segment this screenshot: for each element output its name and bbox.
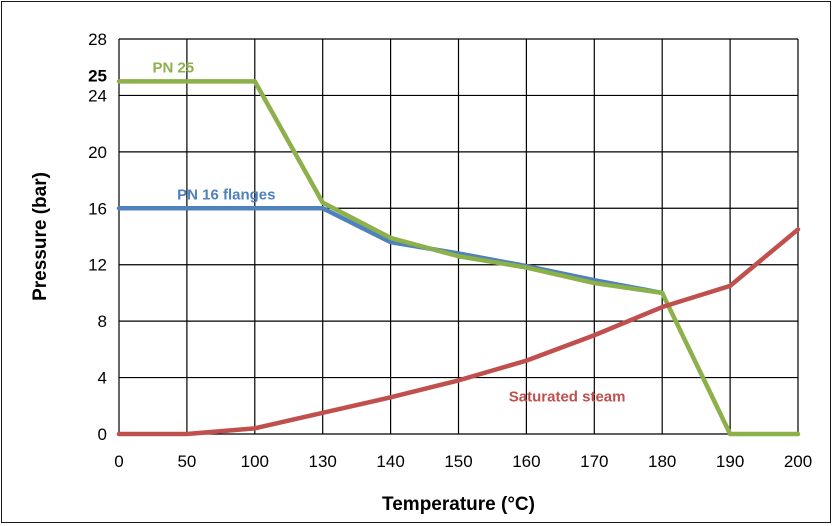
y-tick-label: 16 <box>88 199 107 218</box>
y-tick-label: 20 <box>88 143 107 162</box>
x-tick-label: 200 <box>784 452 812 471</box>
series-line-pn-25 <box>116 79 801 437</box>
x-tick-label: 130 <box>309 452 337 471</box>
x-tick-label: 160 <box>512 452 540 471</box>
series-label-saturated-steam: Saturated steam <box>509 389 626 406</box>
x-tick-label: 150 <box>444 452 472 471</box>
y-tick-label-pn25: 25 <box>88 66 107 85</box>
y-tick-label: 8 <box>98 312 107 331</box>
x-tick-label: 100 <box>241 452 269 471</box>
x-tick-label: 50 <box>177 452 196 471</box>
y-tick-label: 0 <box>98 425 107 444</box>
y-tick-label: 4 <box>98 369 107 388</box>
series-label-pn-25: PN 25 <box>152 59 194 76</box>
x-tick-label: 190 <box>716 452 744 471</box>
series-line-pn-16-flanges <box>116 206 665 296</box>
grid-lines <box>118 38 799 435</box>
y-tick-label: 28 <box>88 30 107 49</box>
x-axis-title: Temperature (°C) <box>382 494 535 515</box>
y-tick-labels: 0 4 8 12 16 20 24 28 25 <box>88 30 107 444</box>
x-tick-labels: 0 50 100 130 140 150 160 170 180 190 200 <box>114 452 812 471</box>
series-line-saturated-steam <box>116 227 801 437</box>
series-label-pn-16-flanges: PN 16 flanges <box>177 186 275 203</box>
series-lines <box>116 79 801 437</box>
x-tick-label: 0 <box>114 452 123 471</box>
series-labels: PN 16 flanges PN 25 Saturated steam <box>152 59 625 405</box>
x-tick-label: 140 <box>376 452 404 471</box>
y-tick-label: 24 <box>88 86 107 105</box>
y-axis-title: Pressure (bar) <box>30 172 51 301</box>
y-tick-label: 12 <box>88 256 107 275</box>
x-tick-label: 180 <box>648 452 676 471</box>
x-tick-label: 170 <box>580 452 608 471</box>
